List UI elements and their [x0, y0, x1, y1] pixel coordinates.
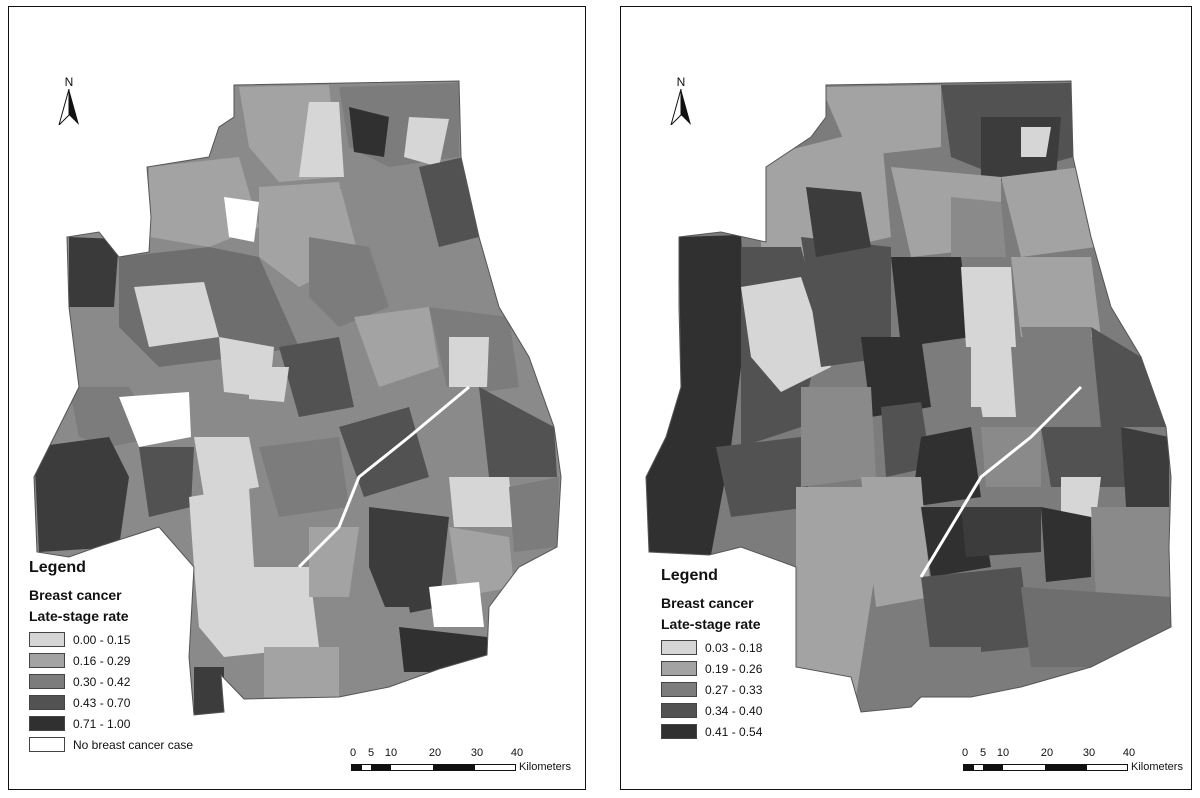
legend-item: 0.03 - 0.18 [661, 637, 762, 658]
legend-label: 0.00 - 0.15 [73, 632, 131, 647]
legend-label: 0.03 - 0.18 [705, 640, 763, 655]
legend-swatch [29, 716, 65, 731]
legend-swatch [661, 703, 697, 718]
scale-tick: 10 [996, 747, 1010, 759]
legend-swatch [661, 661, 697, 676]
north-arrow-icon [58, 88, 79, 127]
legend-swatch [29, 695, 65, 710]
legend-swatch [661, 640, 697, 655]
right-choropleth-map [645, 80, 1172, 713]
scale-tick: 20 [428, 747, 442, 759]
legend-subtitle: Late-stage rate [29, 608, 129, 624]
legend-label: 0.30 - 0.42 [73, 674, 131, 689]
legend-item: 0.34 - 0.40 [661, 700, 762, 721]
scale-unit: Kilometers [1131, 761, 1183, 773]
north-arrow-right: N [666, 75, 696, 130]
left-map-panel: N Legend Breast cancer Late-stage rate 0… [8, 6, 586, 790]
legend-subtitle: Breast cancer [29, 587, 122, 603]
scale-tick: 30 [1082, 747, 1096, 759]
scale-bar-right: 0 5 10 20 30 40 Kilometers [961, 747, 1183, 773]
scale-bar-left: 0 5 10 20 30 40 Kilometers [349, 747, 571, 773]
legend-label: 0.19 - 0.26 [705, 661, 763, 676]
legend-item: 0.16 - 0.29 [29, 650, 193, 671]
scale-tick: 5 [367, 747, 375, 759]
legend-label: 0.16 - 0.29 [73, 653, 131, 668]
left-choropleth-map [33, 80, 562, 716]
legend-swatch [29, 674, 65, 689]
legend-label: 0.71 - 1.00 [73, 716, 131, 731]
legend-item: No breast cancer case [29, 734, 193, 755]
scale-tick: 0 [961, 747, 969, 759]
legend-item: 0.00 - 0.15 [29, 629, 193, 650]
legend-item: 0.71 - 1.00 [29, 713, 193, 734]
legend-item: 0.19 - 0.26 [661, 658, 762, 679]
legend-left: Legend Breast cancer Late-stage rate 0.0… [29, 559, 193, 755]
scale-tick: 10 [384, 747, 398, 759]
scale-tick: 5 [979, 747, 987, 759]
legend-swatch [29, 737, 65, 752]
scale-tick: 40 [1122, 747, 1136, 759]
north-arrow-icon [670, 88, 691, 127]
scale-unit: Kilometers [519, 761, 571, 773]
scale-bar-graphic [351, 763, 516, 771]
scale-tick: 20 [1040, 747, 1054, 759]
legend-label: 0.41 - 0.54 [705, 724, 763, 739]
legend-title: Legend [29, 559, 86, 576]
legend-label: No breast cancer case [73, 737, 194, 752]
legend-swatch [661, 724, 697, 739]
scale-tick: 0 [349, 747, 357, 759]
legend-right: Legend Breast cancer Late-stage rate 0.0… [661, 567, 762, 742]
legend-subtitle: Late-stage rate [661, 616, 761, 632]
legend-item: 0.41 - 0.54 [661, 721, 762, 742]
legend-swatch [29, 653, 65, 668]
north-label: N [64, 75, 74, 89]
scale-tick: 40 [510, 747, 524, 759]
legend-item: 0.30 - 0.42 [29, 671, 193, 692]
legend-label: 0.27 - 0.33 [705, 682, 763, 697]
north-arrow-left: N [54, 75, 84, 130]
scale-tick: 30 [470, 747, 484, 759]
legend-swatch [29, 632, 65, 647]
legend-subtitle: Breast cancer [661, 595, 754, 611]
legend-title: Legend [661, 567, 718, 584]
north-label: N [676, 75, 686, 89]
legend-label: 0.43 - 0.70 [73, 695, 131, 710]
scale-bar-graphic [963, 763, 1128, 771]
legend-item: 0.27 - 0.33 [661, 679, 762, 700]
legend-item: 0.43 - 0.70 [29, 692, 193, 713]
legend-label: 0.34 - 0.40 [705, 703, 763, 718]
right-map-panel: N Legend Breast cancer Late-stage rate 0… [620, 6, 1192, 790]
legend-swatch [661, 682, 697, 697]
